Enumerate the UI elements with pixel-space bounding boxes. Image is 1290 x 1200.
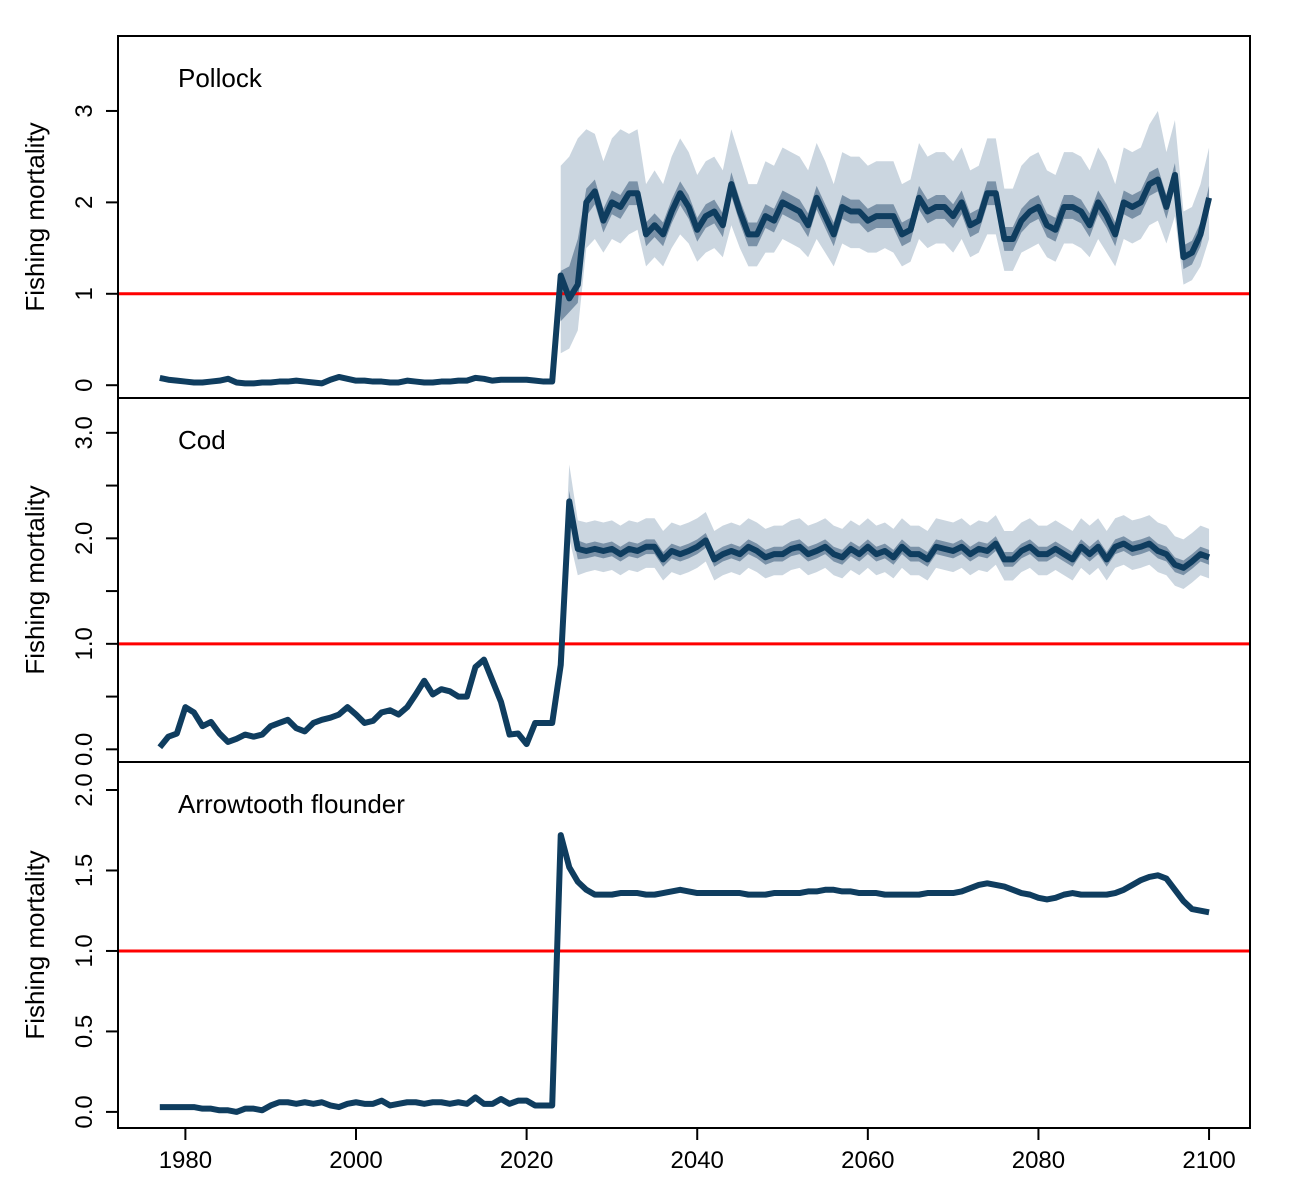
panel-label: Cod [178, 425, 226, 455]
panel: 0 1 2 3 Pollock Fishing mortality [20, 35, 1251, 399]
y-axis-label: Fishing mortality [20, 850, 50, 1039]
y-tick-label: 1 [71, 287, 98, 300]
x-tick-label: 2060 [841, 1147, 894, 1174]
y-tick-label: 3.0 [71, 416, 98, 449]
y-tick-label: 2.0 [71, 522, 98, 555]
x-tick-label: 2000 [329, 1147, 382, 1174]
panel-label: Arrowtooth flounder [178, 789, 405, 819]
plot-frame [117, 761, 1251, 1129]
panel: 0.0 0.5 1.0 1.5 2.0 1980 2000 2020 2040 2060 2080 2… [20, 761, 1251, 1174]
y-tick-label: 1.5 [71, 854, 98, 887]
x-tick-label: 2100 [1182, 1147, 1235, 1174]
y-tick-label: 0.0 [71, 733, 98, 766]
y-axis-label: Fishing mortality [20, 485, 50, 674]
plot-frame [117, 397, 1251, 763]
y-tick-label: 0.0 [71, 1095, 98, 1128]
panel: 0.0 1.0 2.0 3.0 Cod Fishing mortality [20, 397, 1251, 766]
y-tick-label: 2 [71, 196, 98, 209]
y-tick-label: 0 [71, 379, 98, 392]
panel-label: Pollock [178, 63, 263, 93]
series-line [159, 171, 1212, 387]
x-tick-label: 2080 [1012, 1147, 1065, 1174]
y-tick-label: 2.0 [71, 773, 98, 806]
y-axis-label: Fishing mortality [20, 122, 50, 311]
y-tick-label: 3 [71, 104, 98, 117]
confidence-band [560, 464, 1210, 676]
y-tick-label: 1.0 [71, 934, 98, 967]
series-line [157, 498, 1211, 750]
x-tick-label: 2020 [500, 1147, 553, 1174]
y-tick-label: 1.0 [71, 627, 98, 660]
y-tick-label: 0.5 [71, 1015, 98, 1048]
confidence-band [560, 110, 1210, 354]
series-line [159, 832, 1210, 1115]
x-tick-label: 2040 [671, 1147, 724, 1174]
x-tick-label: 1980 [159, 1147, 212, 1174]
